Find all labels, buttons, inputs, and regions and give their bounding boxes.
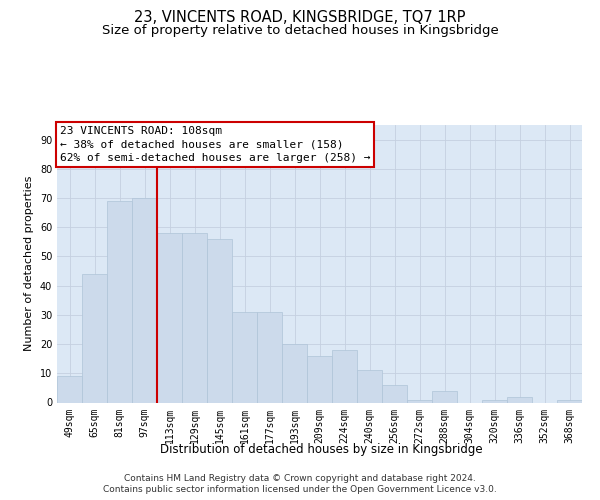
Text: Contains public sector information licensed under the Open Government Licence v3: Contains public sector information licen… [103,485,497,494]
Bar [57,376,82,402]
Text: Contains HM Land Registry data © Crown copyright and database right 2024.: Contains HM Land Registry data © Crown c… [124,474,476,483]
Bar [507,396,532,402]
Bar [332,350,357,403]
Y-axis label: Number of detached properties: Number of detached properties [24,176,34,352]
Bar [432,391,457,402]
Bar [207,239,232,402]
Text: Size of property relative to detached houses in Kingsbridge: Size of property relative to detached ho… [101,24,499,37]
Bar [107,201,132,402]
Bar [557,400,582,402]
Bar [82,274,107,402]
Bar [132,198,157,402]
Bar [257,312,282,402]
Bar [157,233,182,402]
Bar [282,344,307,403]
Bar [232,312,257,402]
Text: Distribution of detached houses by size in Kingsbridge: Distribution of detached houses by size … [160,442,482,456]
Bar [182,233,207,402]
Bar [307,356,332,403]
Bar [482,400,507,402]
Bar [407,400,432,402]
Bar [382,385,407,402]
Bar [357,370,382,402]
Text: 23 VINCENTS ROAD: 108sqm
← 38% of detached houses are smaller (158)
62% of semi-: 23 VINCENTS ROAD: 108sqm ← 38% of detach… [59,126,370,163]
Text: 23, VINCENTS ROAD, KINGSBRIDGE, TQ7 1RP: 23, VINCENTS ROAD, KINGSBRIDGE, TQ7 1RP [134,10,466,25]
